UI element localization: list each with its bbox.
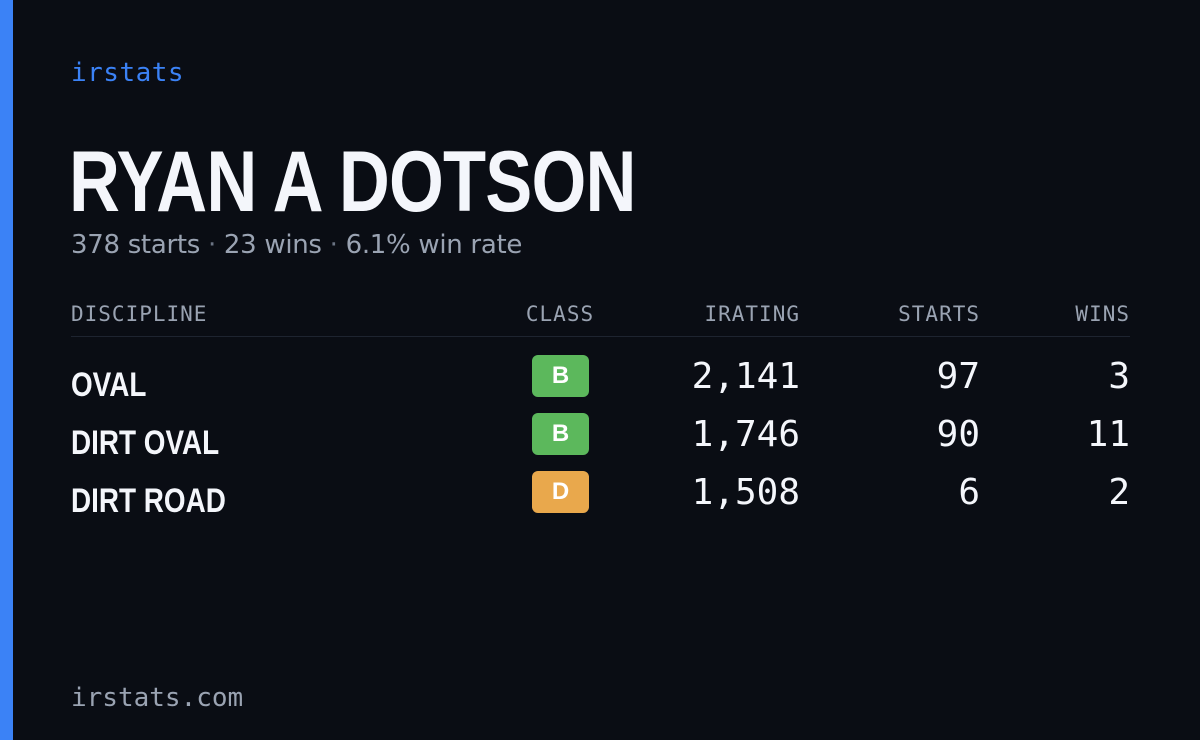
starts-value: 97 bbox=[936, 356, 980, 397]
driver-summary: 378 starts · 23 wins · 6.1% win rate bbox=[71, 228, 522, 262]
footer-site-link[interactable]: irstats.com bbox=[71, 683, 244, 713]
table-row: DIRT ROAD D 1,508 6 2 bbox=[71, 469, 1130, 527]
discipline-name: DIRT ROAD bbox=[71, 482, 226, 520]
summary-starts: 378 starts bbox=[71, 230, 200, 260]
irating-value: 1,508 bbox=[691, 472, 800, 513]
table-header: DISCIPLINE CLASS IRATING STARTS WINS bbox=[71, 296, 1130, 337]
starts-value: 90 bbox=[936, 414, 980, 455]
license-class-badge: B bbox=[532, 355, 589, 397]
license-class-badge: B bbox=[532, 413, 589, 455]
wins-value: 2 bbox=[1108, 472, 1130, 513]
table-row: DIRT OVAL B 1,746 90 11 bbox=[71, 411, 1130, 469]
wins-value: 3 bbox=[1108, 356, 1130, 397]
summary-separator: · bbox=[329, 230, 338, 260]
column-header-wins: WINS bbox=[1075, 302, 1130, 326]
column-header-irating: IRATING bbox=[704, 302, 800, 326]
starts-value: 6 bbox=[958, 472, 980, 513]
wins-value: 11 bbox=[1086, 414, 1130, 455]
irating-value: 1,746 bbox=[691, 414, 800, 455]
irating-value: 2,141 bbox=[691, 356, 800, 397]
accent-bar bbox=[0, 0, 13, 740]
column-header-class: CLASS bbox=[525, 302, 595, 326]
summary-wins: 23 wins bbox=[223, 230, 322, 260]
brand-logo[interactable]: irstats bbox=[71, 58, 185, 88]
discipline-name: OVAL bbox=[71, 366, 147, 404]
column-header-starts: STARTS bbox=[898, 302, 980, 326]
discipline-name: DIRT OVAL bbox=[71, 424, 220, 462]
column-header-discipline: DISCIPLINE bbox=[71, 302, 208, 326]
table-row: OVAL B 2,141 97 3 bbox=[71, 353, 1130, 411]
summary-separator: · bbox=[207, 230, 216, 260]
license-class-badge: D bbox=[532, 471, 589, 513]
discipline-stats-table: DISCIPLINE CLASS IRATING STARTS WINS OVA… bbox=[71, 296, 1130, 527]
summary-win-rate: 6.1% win rate bbox=[345, 230, 523, 260]
page-title: RYAN A DOTSON bbox=[69, 134, 636, 230]
table-body: OVAL B 2,141 97 3 DIRT OVAL B 1,746 90 1… bbox=[71, 337, 1130, 527]
